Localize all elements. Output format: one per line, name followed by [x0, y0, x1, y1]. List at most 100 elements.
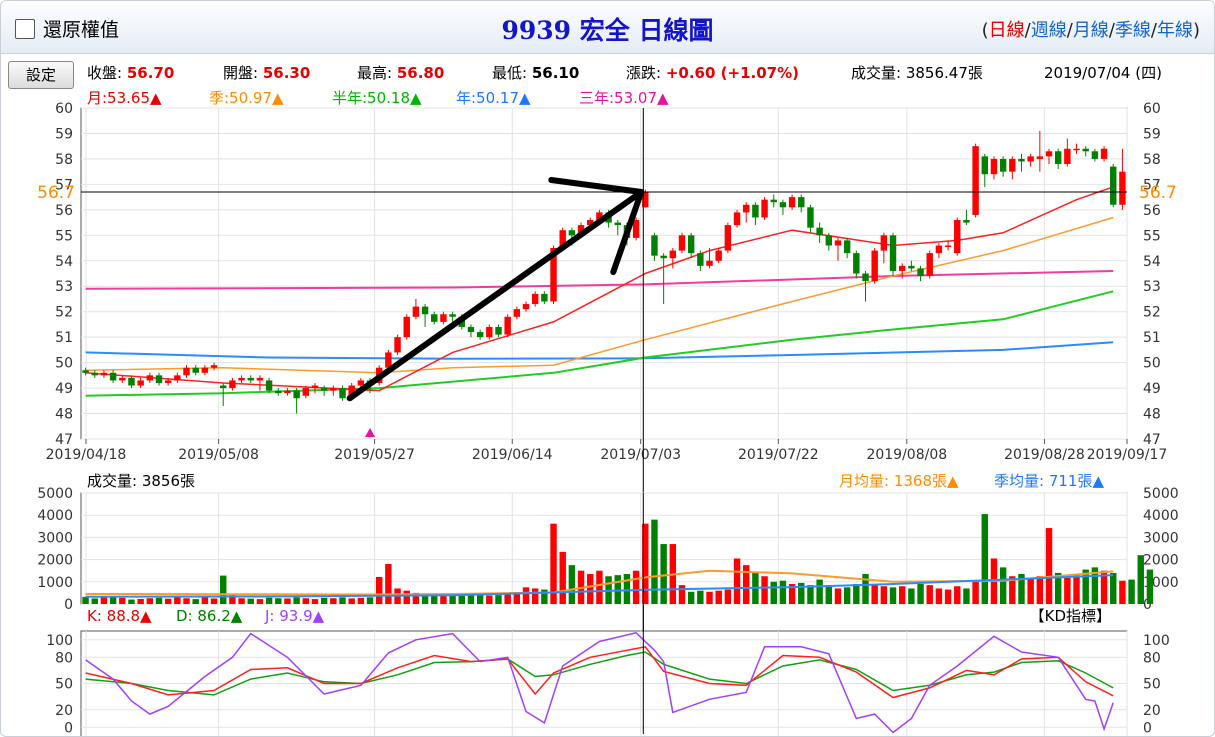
candle-body [963, 220, 970, 223]
candle-body [743, 204, 750, 213]
candle-body [504, 316, 511, 335]
volume-bar [935, 588, 943, 604]
volume-bar [944, 589, 952, 604]
kd-axis-label-left: 100 [46, 633, 73, 649]
volume-axis-label-right: 4000 [1143, 508, 1179, 524]
kd-axis-label-left: 50 [55, 677, 73, 693]
volume-bar [1036, 576, 1044, 604]
candle-body [522, 304, 530, 310]
price-axis-label-left: 48 [55, 407, 73, 423]
volume-bar [302, 598, 310, 604]
candle-body [715, 250, 722, 261]
candle-body [834, 240, 842, 246]
kd-axis-label-right: 50 [1143, 677, 1161, 693]
candle-body [339, 388, 346, 399]
kd-axis-label-left: 0 [64, 720, 73, 736]
price-axis-label-left: 47 [55, 432, 73, 448]
candle-body [100, 372, 108, 376]
candle-body [706, 260, 713, 266]
kd-j-line [85, 631, 1114, 734]
volume-bar [660, 544, 667, 604]
volume-panel-label: 成交量: 3856張 [87, 472, 195, 490]
candle-body [155, 375, 163, 383]
restore-rights-toggle[interactable]: 還原權值 [15, 15, 119, 42]
quote-date: 2019/07/04 (四) [1044, 64, 1162, 82]
volume-axis-label-left: 4000 [37, 508, 73, 524]
candle-body [1073, 148, 1080, 151]
volume-bar [880, 586, 888, 604]
candle-body [486, 326, 493, 338]
volume-month-avg-line [85, 569, 1114, 596]
candle-body [1018, 158, 1025, 162]
volume-bar [82, 596, 89, 604]
candle-body [431, 314, 438, 322]
volume-bar [330, 598, 337, 604]
volume-bar [164, 598, 172, 604]
restore-rights-checkbox[interactable] [15, 18, 35, 39]
date-axis-label: 2019/07/22 [738, 447, 819, 463]
candle-body [128, 377, 135, 386]
price-axis-label-right: 54 [1143, 254, 1161, 270]
volume-bar [761, 576, 768, 604]
high-label: 最高: [357, 64, 393, 82]
candle-body [229, 380, 236, 389]
period-link-3[interactable]: 季線 [1114, 20, 1151, 41]
settings-button[interactable]: 設定 [8, 61, 74, 89]
volume-bar [220, 575, 227, 604]
volume-bar [119, 597, 126, 604]
price-axis-label-left: 60 [55, 101, 73, 117]
price-axis-label-right: 53 [1143, 279, 1161, 295]
page-title: 9939 宏全 日線圖 [501, 16, 714, 45]
volume-bar [798, 582, 805, 604]
candle-body [109, 372, 117, 381]
candle-body [999, 158, 1007, 172]
ma-quarter-line [85, 216, 1114, 374]
volume-bar [889, 587, 897, 604]
candle-body [770, 199, 777, 203]
volume-bar [724, 589, 732, 604]
candle-body [1036, 156, 1044, 159]
high-value: 56.80 [396, 64, 445, 82]
candle-body [385, 352, 392, 368]
ma-half-year-legend: 半年:50.18▲ [332, 89, 422, 107]
kd-axis-label-right: 100 [1143, 633, 1170, 649]
candle-body [495, 326, 502, 335]
period-separator: / [1066, 20, 1073, 41]
candle-body [889, 235, 897, 271]
period-selector: (日線/週線/月線/季線/年線) [982, 16, 1200, 42]
period-link-0[interactable]: 日線 [988, 20, 1025, 41]
volume-bar [687, 591, 695, 604]
ma-quarter-legend: 季:50.97▲ [209, 89, 284, 107]
volume-axis-label-right: 2000 [1143, 553, 1179, 569]
crosshair-price-right: 56.7 [1139, 183, 1177, 203]
volume-bar [678, 585, 686, 604]
candle-body [788, 197, 796, 208]
volume-bar [311, 599, 319, 604]
price-axis-label-left: 55 [55, 228, 73, 244]
open-label: 開盤: [223, 64, 259, 82]
candle-body [954, 220, 961, 254]
volume-axis-label-left: 2000 [37, 553, 73, 569]
title-bar: 還原權值 9939 宏全 日線圖 (日線/週線/月線/季線/年線) [1, 1, 1214, 54]
period-link-1[interactable]: 週線 [1030, 20, 1067, 41]
signal-marker [365, 428, 376, 437]
open-value: 56.30 [262, 64, 311, 82]
price-axis-label-right: 50 [1143, 356, 1161, 372]
volume-bar [825, 585, 833, 604]
price-axis-label-right: 57 [1143, 177, 1161, 193]
volume-bar [155, 597, 163, 604]
price-axis-label-right: 56 [1143, 203, 1161, 219]
volume-bar [238, 598, 245, 604]
volume-bar [91, 598, 98, 604]
period-link-2[interactable]: 月線 [1072, 20, 1109, 41]
volume-bar [192, 599, 199, 604]
candle-body [651, 235, 658, 256]
period-link-4[interactable]: 年線 [1156, 20, 1193, 41]
candle-body [1119, 171, 1126, 205]
price-axis-label-left: 53 [55, 279, 73, 295]
volume-bar [1137, 555, 1144, 604]
candle-body [1082, 148, 1089, 152]
volume-bar [513, 592, 521, 604]
